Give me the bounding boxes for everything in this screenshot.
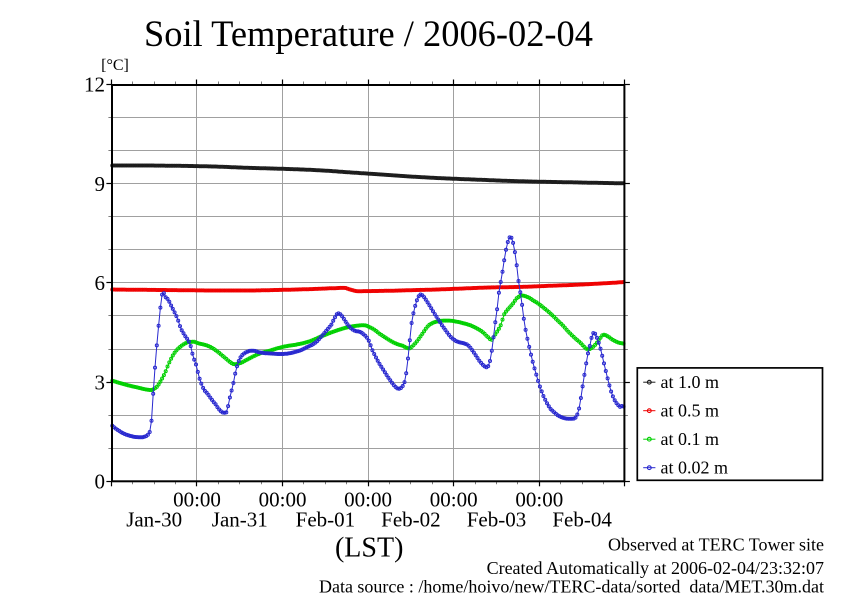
svg-text:00:00: 00:00 <box>344 488 392 512</box>
svg-text:3: 3 <box>95 370 106 394</box>
svg-text:at 0.1 m: at 0.1 m <box>661 429 720 449</box>
svg-text:at 0.02 m: at 0.02 m <box>661 458 729 478</box>
svg-text:at 0.5 m: at 0.5 m <box>661 401 720 421</box>
svg-text:(LST): (LST) <box>335 533 403 564</box>
svg-text:Jan-30: Jan-30 <box>126 508 182 532</box>
svg-text:Created Automatically at 2006-: Created Automatically at 2006-02-04/23:3… <box>487 558 824 578</box>
svg-text:Feb-04: Feb-04 <box>552 508 612 532</box>
svg-text:Soil Temperature / 2006-02-04: Soil Temperature / 2006-02-04 <box>144 14 593 55</box>
svg-text:Observed at TERC Tower site: Observed at TERC Tower site <box>608 535 824 555</box>
svg-text:at 1.0 m: at 1.0 m <box>661 372 720 392</box>
svg-text:00:00: 00:00 <box>515 488 563 512</box>
svg-text:6: 6 <box>95 271 106 295</box>
svg-text:Jan-31: Jan-31 <box>212 508 268 532</box>
svg-text:Data source : /home/hoivo/new/: Data source : /home/hoivo/new/TERC-data/… <box>319 577 824 595</box>
svg-text:0: 0 <box>95 470 106 494</box>
svg-text:12: 12 <box>84 73 105 97</box>
svg-text:00:00: 00:00 <box>173 488 221 512</box>
svg-text:[°C]: [°C] <box>101 57 129 74</box>
svg-text:9: 9 <box>95 172 106 196</box>
svg-text:00:00: 00:00 <box>430 488 478 512</box>
svg-text:Feb-02: Feb-02 <box>381 508 441 532</box>
svg-text:Feb-01: Feb-01 <box>296 508 356 532</box>
svg-text:Feb-03: Feb-03 <box>467 508 527 532</box>
svg-text:00:00: 00:00 <box>259 488 307 512</box>
